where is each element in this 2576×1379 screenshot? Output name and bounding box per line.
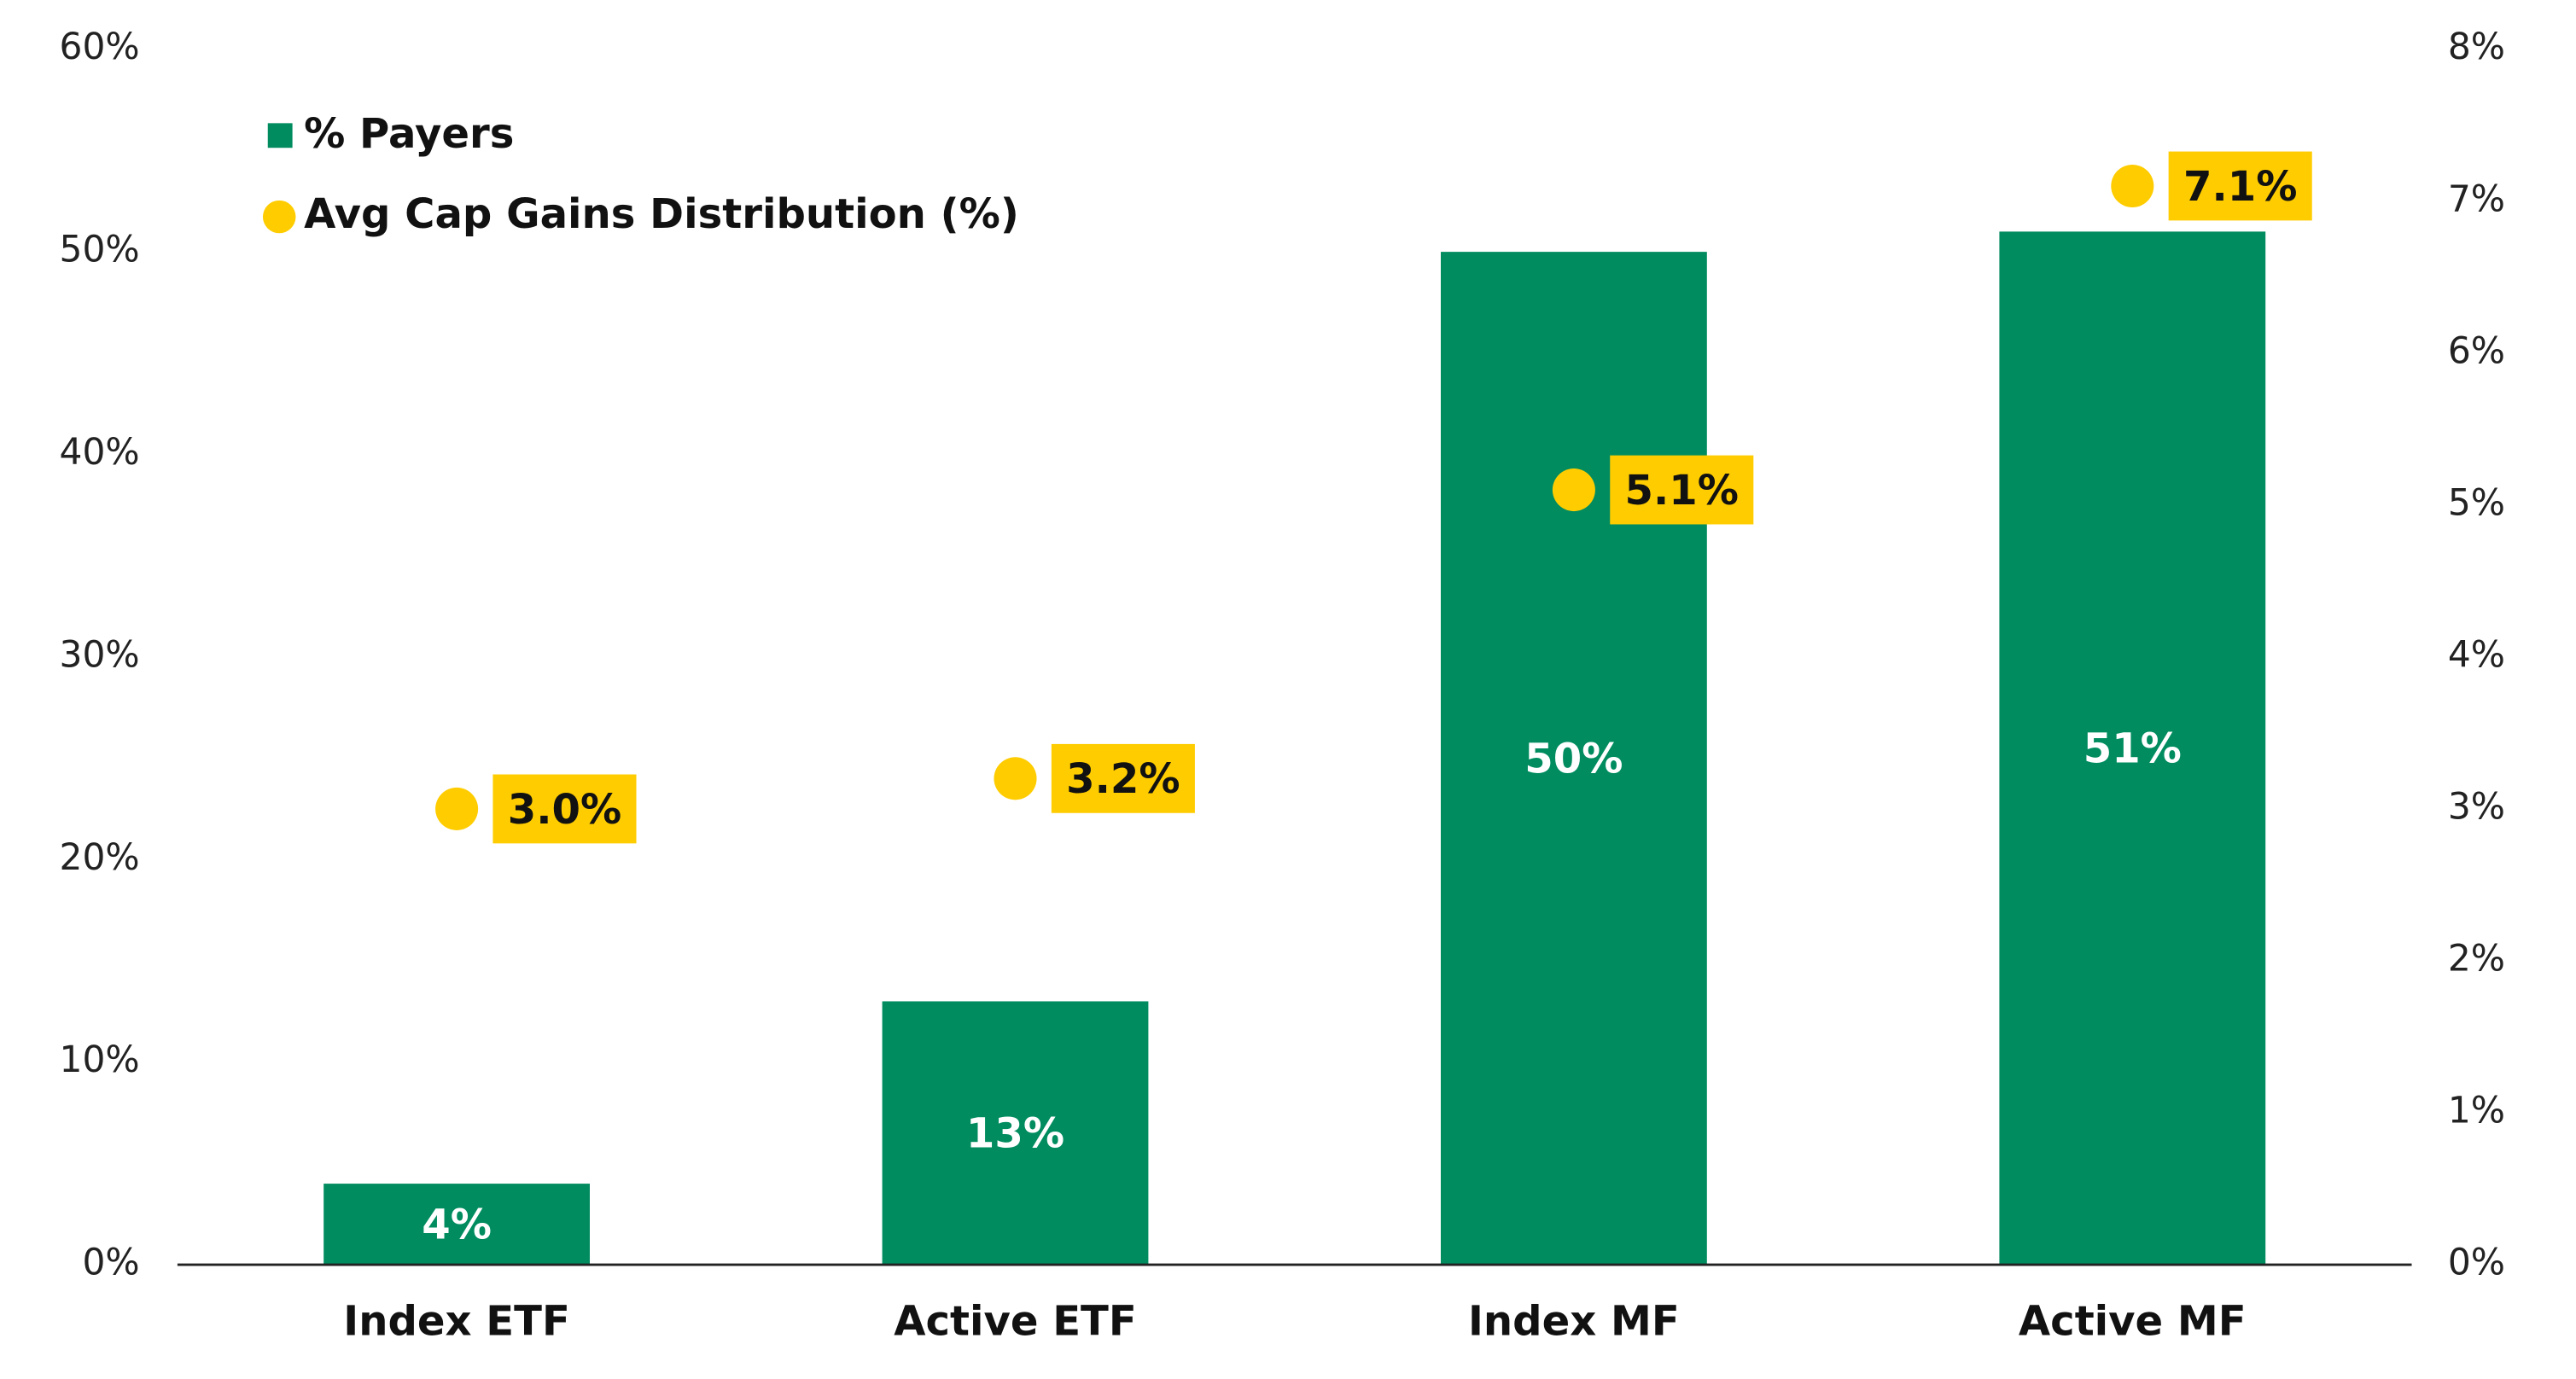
legend-swatch [267, 123, 293, 148]
bar-value-label: 51% [2084, 725, 2182, 773]
value-label-box [1610, 455, 1754, 525]
y2-tick-label: 1% [2448, 1090, 2505, 1132]
bar [1440, 252, 1707, 1266]
y-tick-label: 30% [60, 633, 140, 675]
value-label-box [1051, 743, 1195, 813]
dot-value-label: 5.1% [1625, 467, 1739, 515]
y-tick-label: 40% [60, 431, 140, 473]
dot [1552, 468, 1595, 512]
y2-tick-label: 7% [2448, 177, 2505, 219]
y-tick-label: 50% [60, 229, 140, 271]
y2-tick-label: 2% [2448, 937, 2505, 979]
dot [994, 757, 1037, 800]
x-tick-label: Active ETF [894, 1297, 1137, 1345]
dot-value-label: 7.1% [2183, 163, 2297, 211]
y-tick-label: 20% [60, 836, 140, 878]
y2-tick-label: 6% [2448, 329, 2505, 371]
bar [323, 1184, 590, 1266]
dot [435, 787, 479, 830]
legend-label: Avg Cap Gains Distribution (%) [304, 190, 1019, 238]
y2-tick-label: 3% [2448, 785, 2505, 827]
dot [2111, 164, 2154, 207]
y-tick-label: 10% [60, 1039, 140, 1080]
y2-tick-label: 5% [2448, 481, 2505, 523]
y2-tick-label: 8% [2448, 26, 2505, 67]
y-tick-label: 0% [82, 1242, 139, 1283]
dot-value-label: 3.0% [508, 786, 621, 834]
bar [882, 1001, 1149, 1266]
y2-tick-label: 4% [2448, 633, 2505, 675]
y-tick-label: 60% [60, 26, 140, 67]
y2-tick-label: 0% [2448, 1242, 2505, 1283]
value-label-box [2168, 151, 2312, 221]
bar [1999, 231, 2266, 1266]
bar-value-label: 50% [1524, 735, 1623, 783]
dot-value-label: 3.2% [1066, 755, 1180, 803]
bar-value-label: 4% [422, 1201, 492, 1248]
legend-swatch [262, 200, 296, 234]
x-tick-label: Index MF [1468, 1297, 1680, 1345]
bar-value-label: 13% [966, 1110, 1064, 1158]
x-tick-label: Index ETF [343, 1297, 570, 1345]
value-label-box [492, 774, 637, 844]
x-tick-label: Active MF [2019, 1297, 2247, 1345]
legend-label: % Payers [304, 110, 514, 158]
